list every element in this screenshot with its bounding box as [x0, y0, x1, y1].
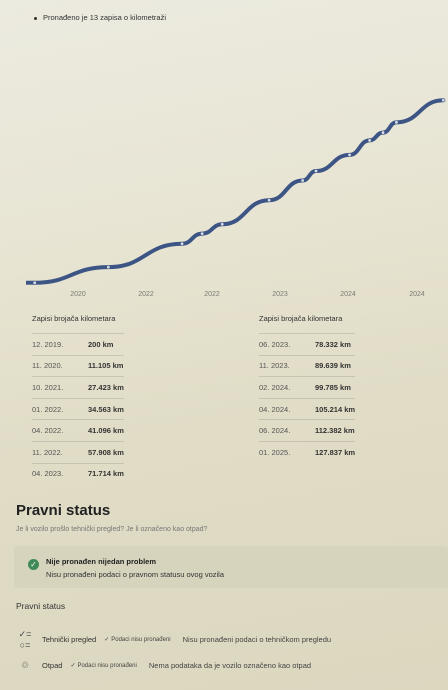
x-tick-label: 2024 [340, 291, 356, 298]
summary-line: Pronađeno je 13 zapisa o kilometraži [34, 13, 166, 22]
table-row: 06. 2023. 78.332 km [259, 333, 356, 355]
table-heading-right: Zapisi brojača kilometara [259, 314, 343, 323]
data-point [395, 120, 398, 124]
row-date: 10. 2021. [32, 382, 64, 392]
bullet-dot [34, 16, 37, 20]
inspection-desc: Nisu pronađeni podaci o tehničkom pregle… [182, 635, 332, 644]
data-point [106, 265, 110, 269]
table-row: 04. 2024. 105.214 km [259, 397, 356, 420]
data-point [441, 98, 445, 102]
check-circle-icon: ✓ [28, 559, 39, 570]
x-tick-label: 2022 [138, 291, 154, 298]
row-value: 112.382 km [315, 426, 355, 436]
scrap-badge: ✓ Podaci nisu pronađeni [70, 662, 136, 669]
table-row: 11. 2020. 11.105 km [32, 354, 124, 377]
x-tick-label: 2022 [204, 291, 220, 298]
no-problem-alert: ✓ Nije pronađen nijedan problem Nisu pro… [14, 546, 448, 588]
inspection-badge: ✓ Podaci nisu pronađeni [104, 636, 170, 643]
row-value: 11.105 km [88, 361, 124, 371]
table-row: 11. 2022. 57.908 km [32, 440, 124, 463]
legal-status-title: Pravni status [16, 502, 111, 519]
alert-title: Nije pronađen nijedan problem [46, 557, 157, 566]
data-point [220, 222, 224, 226]
row-value: 57.908 km [88, 447, 124, 457]
inspection-item: ✓= ○= Tehnički pregled ✓ Podaci nisu prona… [16, 629, 331, 650]
row-date: 11. 2020. [32, 361, 63, 371]
inspection-label: Tehnički pregled [42, 635, 97, 644]
table-row: 04. 2023. 71.714 km [32, 462, 124, 485]
data-point [301, 179, 305, 182]
data-point [267, 198, 271, 202]
alert-text: Nisu pronađeni podaci o pravnom statusu … [46, 570, 225, 579]
data-point [314, 169, 318, 173]
row-date: 11. 2022. [32, 447, 63, 457]
row-date: 06. 2024. [259, 426, 291, 436]
row-value: 34.563 km [88, 404, 124, 414]
inspection-badge-text: Podaci nisu pronađeni [111, 637, 171, 643]
row-date: 04. 2024. [259, 404, 291, 414]
data-point [348, 153, 351, 157]
table-row: 04. 2022. 41.096 km [32, 419, 124, 441]
row-value: 127.837 km [315, 447, 356, 457]
data-point [33, 281, 37, 285]
legal-status-subtitle: Je li vozilo prošlo tehnički pregled? Je… [16, 526, 208, 533]
row-date: 04. 2023. [32, 469, 64, 479]
table-row: 10. 2021. 27.423 km [32, 376, 124, 398]
row-date: 04. 2022. [32, 426, 64, 436]
row-date: 01. 2022. [32, 404, 64, 414]
row-date: 12. 2019. [32, 339, 64, 349]
recycle-icon: ♲ [20, 660, 30, 670]
row-date: 01. 2025. [259, 447, 291, 457]
row-value: 41.096 km [88, 426, 124, 436]
scrap-badge-text: Podaci nisu pronađeni [77, 663, 137, 669]
row-value: 78.332 km [315, 339, 351, 349]
table-row: 11. 2023. 89.639 km [259, 354, 356, 377]
legal-status-section-label: Pravni status [16, 601, 66, 611]
series-line [32, 98, 446, 285]
row-value: 71.714 km [88, 469, 124, 479]
x-tick-label: 2024 [409, 291, 425, 298]
table-row: 06. 2024. 112.382 km [259, 419, 356, 441]
table-right-column: Zapisi brojača kilometara 06. 2023. 78.33… [259, 314, 356, 463]
row-date: 02. 2024. [259, 382, 291, 392]
table-row: 02. 2024. 99.785 km [259, 376, 356, 398]
data-point [368, 138, 372, 142]
mileage-chart: 2020 2022 2022 2023 2024 2024 [26, 98, 446, 298]
scrap-desc: Nema podataka da je vozilo označeno kao … [148, 661, 312, 670]
data-point [180, 242, 184, 246]
scrap-label: Otpad [42, 661, 63, 670]
x-tick-label: 2020 [70, 291, 86, 298]
table-row: 12. 2019. 200 km [32, 333, 124, 355]
row-date: 11. 2023. [259, 361, 290, 371]
row-value: 200 km [88, 339, 114, 349]
row-value: 89.639 km [315, 361, 351, 371]
table-left-column: Zapisi brojača kilometara 12. 2019. 200 k… [32, 314, 124, 484]
data-point [200, 232, 204, 235]
data-point [381, 131, 385, 134]
summary-text: Pronađeno je 13 zapisa o kilometraži [43, 13, 166, 22]
x-tick-label: 2023 [272, 291, 288, 298]
badge-check-icon: ✓ [70, 663, 76, 669]
row-value: 99.785 km [315, 382, 351, 392]
table-row: 01. 2022. 34.563 km [32, 397, 124, 420]
checklist-icon: ✓= ○= [18, 629, 32, 650]
table-row: 01. 2025. 127.837 km [259, 440, 356, 463]
row-date: 06. 2023. [259, 339, 291, 349]
table-heading-left: Zapisi brojača kilometara [32, 314, 116, 323]
badge-check-icon: ✓ [104, 637, 110, 643]
scrap-item: ♲ Otpad ✓ Podaci nisu pronađeni Nema poda… [16, 660, 311, 671]
row-value: 105.214 km [315, 404, 356, 414]
row-value: 27.423 km [88, 382, 124, 392]
